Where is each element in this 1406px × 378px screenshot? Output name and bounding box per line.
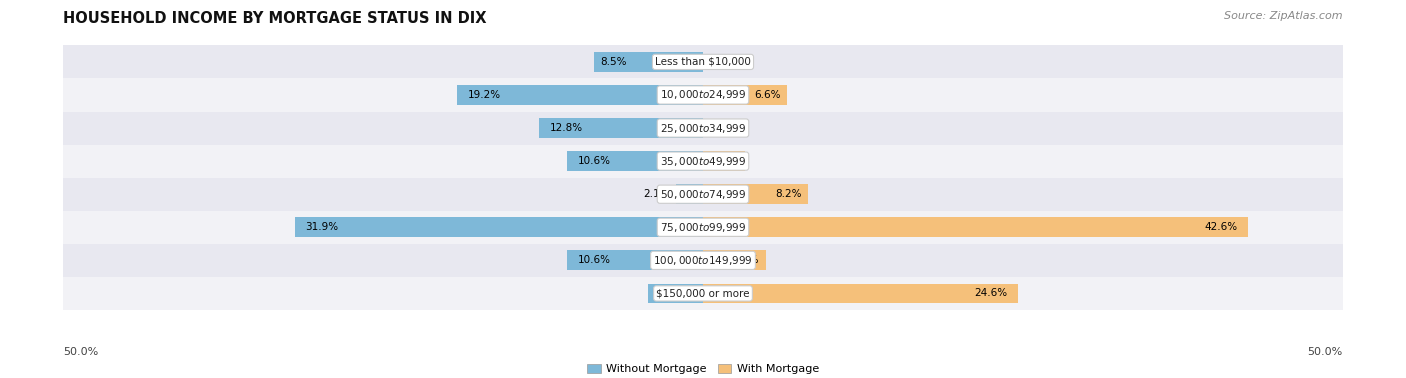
Bar (63, 178, 1343, 211)
Text: 50.0%: 50.0% (1308, 347, 1343, 357)
Text: $25,000 to $34,999: $25,000 to $34,999 (659, 122, 747, 135)
Legend: Without Mortgage, With Mortgage: Without Mortgage, With Mortgage (582, 359, 824, 378)
Text: $75,000 to $99,999: $75,000 to $99,999 (659, 221, 747, 234)
Bar (540, 118, 703, 138)
Bar (63, 79, 1343, 112)
Bar (63, 277, 1343, 310)
Text: 12.8%: 12.8% (550, 123, 582, 133)
Text: 0.0%: 0.0% (710, 57, 735, 67)
Text: 3.3%: 3.3% (713, 156, 738, 166)
Text: Less than $10,000: Less than $10,000 (655, 57, 751, 67)
Text: 42.6%: 42.6% (1205, 222, 1237, 232)
Bar (63, 244, 1343, 277)
Text: $50,000 to $74,999: $50,000 to $74,999 (659, 188, 747, 201)
Bar (63, 112, 1343, 145)
Text: 24.6%: 24.6% (974, 288, 1008, 298)
Text: HOUSEHOLD INCOME BY MORTGAGE STATUS IN DIX: HOUSEHOLD INCOME BY MORTGAGE STATUS IN D… (63, 11, 486, 26)
Bar (648, 284, 703, 303)
Bar (703, 217, 1249, 237)
Bar (703, 284, 1018, 303)
Text: 19.2%: 19.2% (468, 90, 501, 100)
Bar (595, 52, 703, 72)
Text: 6.6%: 6.6% (755, 90, 782, 100)
Bar (295, 217, 703, 237)
Text: $35,000 to $49,999: $35,000 to $49,999 (659, 155, 747, 167)
Text: 0.0%: 0.0% (710, 123, 735, 133)
Text: Source: ZipAtlas.com: Source: ZipAtlas.com (1225, 11, 1343, 21)
Bar (63, 45, 1343, 79)
Text: 10.6%: 10.6% (578, 256, 610, 265)
Bar (703, 151, 745, 171)
Text: 31.9%: 31.9% (305, 222, 339, 232)
Text: $100,000 to $149,999: $100,000 to $149,999 (654, 254, 752, 267)
Bar (63, 211, 1343, 244)
Bar (568, 151, 703, 171)
Text: 8.5%: 8.5% (600, 57, 627, 67)
Text: 10.6%: 10.6% (578, 156, 610, 166)
Bar (703, 184, 808, 204)
Bar (676, 184, 703, 204)
Text: 2.1%: 2.1% (643, 189, 669, 199)
Text: $150,000 or more: $150,000 or more (657, 288, 749, 298)
Bar (568, 250, 703, 270)
Bar (703, 250, 766, 270)
Text: 8.2%: 8.2% (775, 189, 801, 199)
Text: $10,000 to $24,999: $10,000 to $24,999 (659, 88, 747, 101)
Bar (63, 145, 1343, 178)
Text: 50.0%: 50.0% (63, 347, 98, 357)
Text: 4.3%: 4.3% (654, 288, 681, 298)
Bar (703, 85, 787, 105)
Text: 4.9%: 4.9% (733, 256, 759, 265)
Bar (457, 85, 703, 105)
